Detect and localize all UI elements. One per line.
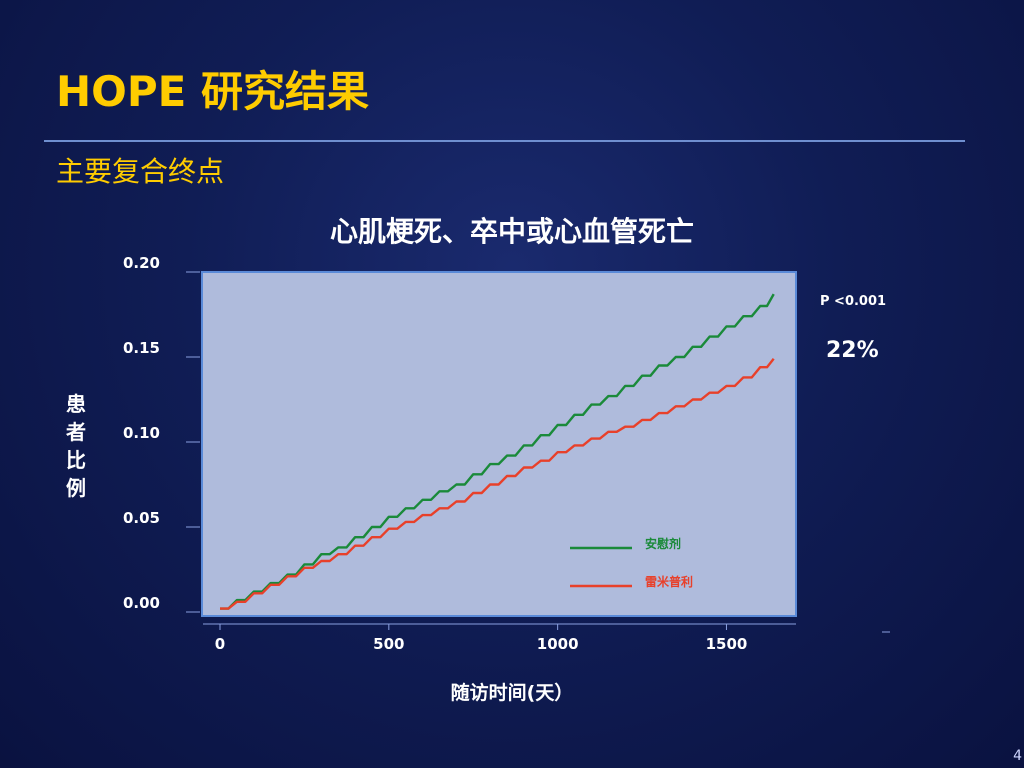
y-tick-label: 0.00 (123, 594, 160, 612)
page-number: 4 (1013, 748, 1022, 764)
slide-title: HOPE 研究结果 (56, 67, 369, 116)
chart-title: 心肌梗死、卒中或心血管死亡 (329, 215, 694, 248)
x-tick-label: 500 (373, 635, 404, 653)
legend-label: 雷米普利 (645, 574, 693, 589)
risk-reduction-label: 22% (826, 338, 879, 363)
y-tick-label: 0.10 (123, 424, 160, 442)
p-value-label: P <0.001 (820, 294, 887, 309)
x-tick-label: 1000 (537, 635, 579, 653)
y-tick-label: 0.20 (123, 254, 160, 272)
y-axis-label: 患者比例 (66, 392, 86, 500)
slide-subtitle: 主要复合终点 (56, 155, 225, 188)
x-tick-label: 0 (215, 635, 225, 653)
x-tick-label: 1500 (706, 635, 748, 653)
y-tick-label: 0.05 (123, 509, 160, 527)
legend-label: 安慰剂 (645, 536, 681, 551)
x-axis-label: 随访时间(天） (450, 682, 574, 704)
y-tick-label: 0.15 (123, 339, 160, 357)
plot-area (201, 271, 797, 617)
series-line-placebo (220, 293, 775, 610)
title-divider (44, 140, 965, 142)
series-line-ramipril (220, 357, 775, 610)
